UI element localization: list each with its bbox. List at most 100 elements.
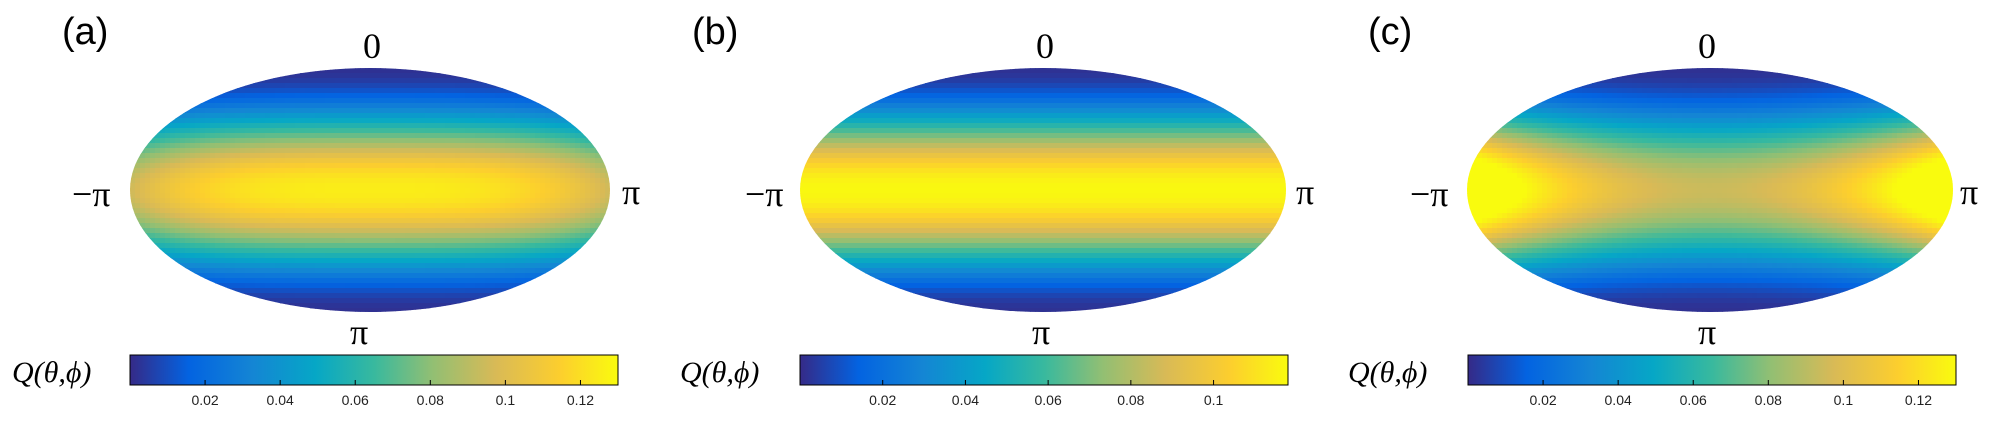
- heatmap-cell: [390, 203, 396, 209]
- heatmap-cell: [180, 248, 186, 254]
- heatmap-cell: [225, 268, 231, 274]
- heatmap-cell: [305, 183, 311, 189]
- heatmap-cell: [215, 123, 221, 129]
- heatmap-cell: [1000, 88, 1006, 94]
- heatmap-cell: [420, 108, 426, 114]
- heatmap-cell: [280, 203, 286, 209]
- heatmap-cell: [415, 228, 421, 234]
- heatmap-cell: [415, 83, 421, 89]
- heatmap-cell: [1220, 118, 1226, 124]
- heatmap-cell: [195, 173, 201, 179]
- heatmap-cell: [520, 103, 526, 109]
- heatmap-cell: [290, 273, 296, 279]
- heatmap-cell: [335, 248, 341, 254]
- heatmap-cell: [345, 123, 351, 129]
- heatmap-cell: [1175, 133, 1181, 139]
- heatmap-cell: [1105, 143, 1111, 149]
- heatmap-cell: [930, 83, 936, 89]
- heatmap-cell: [185, 253, 191, 259]
- heatmap-cell: [595, 188, 601, 194]
- heatmap-cell: [195, 208, 201, 214]
- heatmap-cell: [420, 253, 426, 259]
- heatmap-cell: [360, 103, 366, 109]
- heatmap-cell: [455, 148, 461, 154]
- heatmap-cell: [300, 258, 306, 264]
- heatmap-cell: [265, 253, 271, 259]
- heatmap-cell: [575, 148, 581, 154]
- heatmap-cell: [245, 123, 251, 129]
- heatmap-cell: [500, 283, 506, 289]
- heatmap-cell: [525, 138, 531, 144]
- heatmap-cell: [230, 103, 236, 109]
- heatmap-cell: [255, 278, 261, 284]
- heatmap-cell: [295, 218, 301, 224]
- heatmap-cell: [1100, 103, 1106, 109]
- heatmap-cell: [305, 293, 311, 299]
- heatmap-cell: [205, 183, 211, 189]
- heatmap-cell: [400, 173, 406, 179]
- heatmap-cell: [420, 73, 426, 79]
- heatmap-cell: [560, 113, 566, 119]
- heatmap-cell: [280, 163, 286, 169]
- heatmap-cell: [410, 308, 416, 312]
- heatmap-cell: [165, 238, 171, 244]
- heatmap-cell: [980, 143, 986, 149]
- heatmap-cell: [1270, 143, 1276, 149]
- heatmap-cell: [985, 118, 991, 124]
- heatmap-cell: [435, 108, 441, 114]
- heatmap-cell: [605, 193, 610, 199]
- heatmap-cell: [455, 238, 461, 244]
- heatmap-cell: [1175, 98, 1181, 104]
- heatmap-cell: [360, 253, 366, 259]
- heatmap-cell: [325, 303, 331, 309]
- heatmap-cell: [550, 113, 556, 119]
- heatmap-cell: [995, 133, 1001, 139]
- heatmap-cell: [470, 183, 476, 189]
- heatmap-cell: [550, 138, 556, 144]
- heatmap-cell: [495, 228, 501, 234]
- heatmap-cell: [330, 283, 336, 289]
- heatmap-cell: [1145, 88, 1151, 94]
- heatmap-cell: [380, 283, 386, 289]
- heatmap-cell: [575, 128, 581, 134]
- heatmap-cell: [235, 158, 241, 164]
- heatmap-cell: [870, 98, 876, 104]
- heatmap-cell: [480, 233, 486, 239]
- heatmap-cell: [325, 103, 331, 109]
- heatmap-cell: [570, 148, 576, 154]
- heatmap-cell: [290, 283, 296, 289]
- heatmap-cell: [980, 73, 986, 79]
- heatmap-cell: [240, 168, 246, 174]
- heatmap-cell: [470, 88, 476, 94]
- heatmap-cell: [385, 93, 391, 99]
- heatmap-cell: [975, 143, 981, 149]
- heatmap-cell: [1085, 128, 1091, 134]
- heatmap-cell: [415, 113, 421, 119]
- heatmap-cell: [380, 203, 386, 209]
- heatmap-cell: [350, 298, 356, 304]
- heatmap-cell: [460, 208, 466, 214]
- heatmap-cell: [460, 123, 466, 129]
- heatmap-cell: [1060, 143, 1066, 149]
- heatmap-cell: [1105, 83, 1111, 89]
- heatmap-cell: [1070, 123, 1076, 129]
- heatmap-cell: [170, 178, 176, 184]
- heatmap-cell: [1055, 113, 1061, 119]
- heatmap-cell: [1055, 78, 1061, 84]
- heatmap-cell: [1105, 68, 1111, 74]
- heatmap-cell: [595, 198, 601, 204]
- heatmap-cell: [490, 148, 496, 154]
- heatmap-cell: [265, 143, 271, 149]
- heatmap-cell: [445, 243, 451, 249]
- heatmap-cell: [1205, 98, 1211, 104]
- heatmap-cell: [375, 88, 381, 94]
- heatmap-cell: [385, 193, 391, 199]
- heatmap-cell: [480, 258, 486, 264]
- heatmap-cell: [1130, 143, 1136, 149]
- heatmap-cell: [515, 173, 521, 179]
- heatmap-cell: [385, 188, 391, 194]
- heatmap-cell: [540, 113, 546, 119]
- heatmap-cell: [1155, 103, 1161, 109]
- heatmap-cell: [230, 113, 236, 119]
- heatmap-cell: [265, 263, 271, 269]
